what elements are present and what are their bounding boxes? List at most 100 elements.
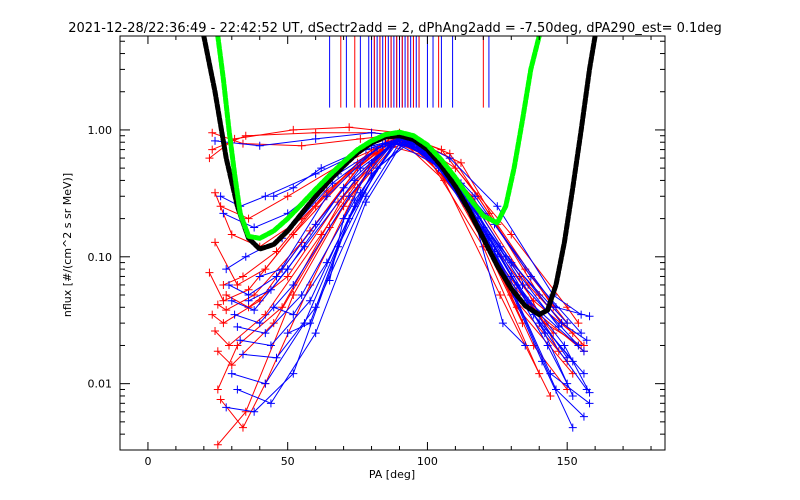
series-line (220, 138, 551, 429)
data-point (579, 347, 588, 356)
data-point (311, 134, 320, 143)
data-point (244, 214, 253, 223)
series-line (237, 137, 590, 404)
series-line (228, 140, 574, 362)
x-tick-label: 150 (557, 455, 578, 468)
data-point (507, 272, 516, 281)
data-point (241, 131, 250, 140)
fit-curve-green (215, 36, 542, 241)
data-point (230, 310, 239, 319)
data-point (227, 230, 236, 239)
series-line (273, 137, 560, 328)
x-axis-label: PA [deg] (369, 468, 415, 481)
data-point (311, 329, 320, 338)
data-point (227, 369, 236, 378)
data-point (213, 347, 222, 356)
x-tick-label: 50 (281, 455, 295, 468)
data-point (451, 164, 460, 173)
data-point (496, 290, 505, 299)
data-point (574, 341, 583, 350)
data-point (456, 158, 465, 167)
data-point (350, 176, 359, 185)
fit-curve-black (201, 36, 598, 318)
data-point (216, 395, 225, 404)
data-point (300, 242, 309, 251)
data-point (236, 336, 245, 345)
data-point (493, 202, 502, 211)
data-point (261, 379, 270, 388)
data-point (250, 223, 259, 232)
data-point (501, 252, 510, 261)
data-point (339, 202, 348, 211)
data-point (535, 369, 544, 378)
data-point (244, 296, 253, 305)
data-point (339, 214, 348, 223)
data-point (233, 322, 242, 331)
data-point (356, 164, 365, 173)
data-point (579, 369, 588, 378)
data-point (283, 192, 292, 201)
data-point (552, 385, 560, 394)
data-point (297, 290, 306, 299)
data-point (266, 285, 275, 294)
data-point (554, 322, 563, 331)
y-tick-label: 0.10 (88, 251, 113, 264)
data-point (205, 268, 214, 277)
data-point (345, 169, 354, 178)
data-point (507, 230, 516, 239)
data-point (334, 242, 342, 251)
data-point (560, 341, 569, 350)
data-point (222, 290, 231, 299)
data-point (238, 423, 247, 432)
series-line (214, 136, 582, 346)
data-point (225, 280, 233, 289)
data-point (272, 353, 281, 362)
data-point (317, 164, 326, 173)
data-point (289, 310, 298, 319)
data-point (311, 220, 320, 229)
data-point (269, 303, 278, 312)
data-point (219, 209, 228, 218)
axes: 0 50 100 150 0.01 0.10 1.00 (88, 36, 665, 468)
data-point (238, 272, 247, 281)
data-point (546, 391, 555, 400)
data-point (272, 272, 281, 281)
data-point (233, 280, 242, 289)
data-point (269, 192, 278, 201)
data-point (289, 369, 298, 378)
data-point (208, 128, 217, 137)
data-point (208, 145, 217, 154)
data-point (470, 192, 479, 201)
data-point (278, 265, 287, 274)
data-point (227, 296, 236, 305)
data-point (222, 306, 231, 315)
data-point (496, 242, 505, 251)
plot-frame (119, 35, 666, 451)
data-point (322, 192, 331, 201)
plot-area (201, 36, 598, 449)
data-point (579, 412, 588, 421)
data-point (582, 336, 591, 345)
data-point (211, 327, 220, 336)
data-point (378, 141, 387, 150)
data-point (216, 202, 225, 211)
data-point (211, 238, 220, 247)
data-point (211, 136, 220, 145)
data-point (222, 265, 231, 274)
data-point (222, 403, 231, 412)
data-point (306, 226, 315, 235)
data-point (345, 123, 354, 132)
data-point (225, 341, 233, 350)
x-tick-label: 0 (144, 455, 151, 468)
data-point (289, 280, 298, 289)
data-point (289, 183, 298, 192)
data-point (373, 144, 382, 153)
data-point (272, 247, 281, 256)
data-point (241, 252, 250, 261)
x-tick-label: 100 (417, 455, 438, 468)
data-point (211, 188, 220, 197)
data-point (322, 258, 331, 267)
series-line (225, 143, 579, 346)
series-line (287, 138, 568, 359)
data-point (306, 296, 315, 305)
